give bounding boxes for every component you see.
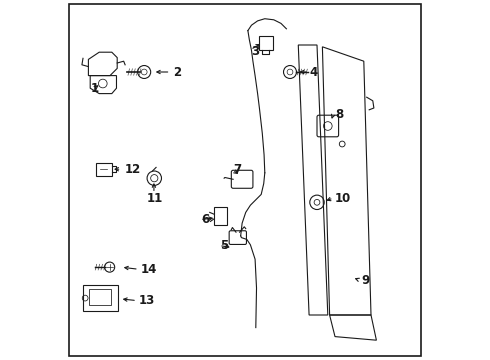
Bar	[96, 163, 112, 176]
Bar	[214, 207, 227, 225]
Text: 1: 1	[91, 82, 99, 95]
Text: 2: 2	[173, 66, 181, 78]
Text: 3: 3	[251, 45, 260, 58]
Text: 14: 14	[141, 263, 157, 276]
Bar	[90, 289, 111, 305]
Text: 8: 8	[335, 108, 343, 121]
Text: 5: 5	[220, 239, 229, 252]
Text: 4: 4	[310, 66, 318, 78]
Bar	[83, 285, 118, 311]
Text: 6: 6	[201, 213, 209, 226]
Bar	[259, 36, 273, 50]
Text: 13: 13	[139, 294, 155, 307]
Text: 9: 9	[361, 274, 369, 287]
Text: 10: 10	[335, 192, 351, 205]
Text: 11: 11	[147, 192, 163, 204]
Text: 12: 12	[124, 163, 141, 176]
Text: 7: 7	[233, 163, 242, 176]
